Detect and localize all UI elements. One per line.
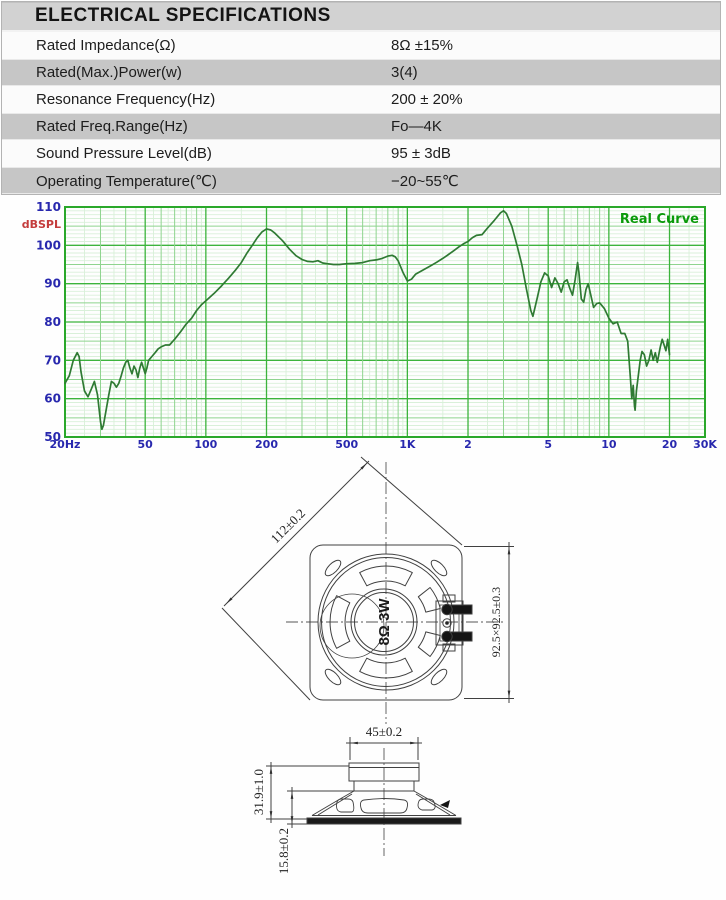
square-dim-label: 92.5×92.5±0.3 — [489, 587, 503, 657]
dimension-arrow-icon — [290, 816, 294, 824]
y-tick-label: 80 — [44, 315, 61, 329]
x-tick-label: 500 — [335, 438, 358, 451]
frame-outline — [309, 544, 463, 701]
spec-value: 95 ± 3dB — [391, 145, 451, 162]
dimension-arrow-icon — [350, 741, 358, 745]
dimension-arrowheads — [226, 463, 511, 824]
cone-projection-circle — [319, 593, 385, 659]
x-tick-label: 200 — [255, 438, 278, 451]
detail-arrow-icon — [440, 800, 450, 808]
spec-value: 3(4) — [391, 64, 418, 81]
spec-row: Rated Impedance(Ω) 8Ω ±15% — [2, 32, 720, 59]
spec-label: Rated Freq.Range(Hz) — [36, 118, 188, 135]
dimension-arrow-icon — [360, 463, 367, 470]
x-tick-label: 5 — [544, 438, 552, 451]
y-tick-label: 60 — [44, 392, 61, 406]
spec-label: Resonance Frequency(Hz) — [36, 91, 216, 108]
basket-vent-windows — [336, 798, 436, 814]
speaker-spec-marking: 8Ω 3W — [376, 598, 393, 646]
diagonal-dim-label: 112±0.2 — [268, 506, 309, 547]
spec-value: −20~55℃ — [391, 172, 459, 190]
spec-label: Sound Pressure Level(dB) — [36, 145, 212, 162]
terminal-block — [435, 594, 473, 652]
y-tick-label: 50 — [44, 430, 61, 444]
dimension-arrow-icon — [507, 690, 511, 699]
x-tick-label: 20Hz — [50, 438, 81, 451]
speaker-front-view-drawing: 112±0.2 92.5×92.5±0.3 8Ω 3W — [221, 456, 514, 703]
spec-table: ELECTRICAL SPECIFICATIONS Rated Impedanc… — [1, 1, 721, 195]
spec-value: Fo—4K — [391, 118, 442, 135]
dimension-arrow-icon — [507, 546, 511, 555]
magnet-width-dimension: 45±0.2 — [346, 724, 422, 760]
y-axis-unit-label: dBSPL — [22, 218, 61, 231]
speaker-side-view-drawing: 45±0.2 31.9±1.0 15.8±0.2 — [226, 463, 511, 874]
spec-row: Operating Temperature(℃) −20~55℃ — [2, 167, 720, 194]
spec-row: Rated(Max.)Power(w) 3(4) — [2, 59, 720, 86]
y-tick-label: 110 — [36, 200, 61, 214]
chart-plot-border — [64, 206, 706, 438]
x-tick-label: 100 — [194, 438, 217, 451]
chart-grid — [65, 207, 705, 437]
spec-table-rows: Rated Impedance(Ω) 8Ω ±15% Rated(Max.)Powe… — [2, 32, 720, 194]
gasket-bar — [306, 817, 462, 825]
y-tick-label: 70 — [44, 353, 61, 367]
page-title: ELECTRICAL SPECIFICATIONS — [35, 5, 331, 26]
speaker-drawings: 112±0.2 92.5×92.5±0.3 8Ω 3W — [221, 456, 514, 874]
dimension-arrow-icon — [269, 811, 273, 819]
terminal-lug-positive — [449, 604, 473, 615]
y-tick-label: 90 — [44, 277, 61, 291]
spec-row: Sound Pressure Level(dB) 95 ± 3dB — [2, 140, 720, 167]
top-plate-outline — [353, 780, 415, 792]
basket-windows — [329, 565, 441, 679]
terminal-screw-icon — [442, 618, 452, 628]
spec-label: Rated(Max.)Power(w) — [36, 64, 182, 81]
total-height-dimension: 31.9±1.0 — [251, 762, 349, 823]
x-tick-label: 1K — [399, 438, 416, 451]
terminal-lug-negative — [449, 631, 473, 642]
dimension-arrow-icon — [410, 741, 418, 745]
dimension-arrow-icon — [290, 791, 294, 799]
x-tick-label: 20 — [662, 438, 678, 451]
spec-label: Operating Temperature(℃) — [36, 172, 217, 190]
square-dimension: 92.5×92.5±0.3 — [464, 542, 514, 703]
x-tick-label: 2 — [464, 438, 472, 451]
front-depth-dim-label: 15.8±0.2 — [276, 828, 291, 874]
x-tick-label: 50 — [138, 438, 154, 451]
spec-row: Rated Freq.Range(Hz) Fo—4K — [2, 113, 720, 140]
mounting-slots — [324, 559, 448, 686]
total-height-dim-label: 31.9±1.0 — [251, 769, 266, 815]
center-lines — [286, 462, 504, 856]
y-tick-label: 100 — [36, 238, 61, 252]
cone-rings — [317, 553, 455, 691]
diagonal-dimension: 112±0.2 — [221, 456, 463, 701]
dimension-arrow-icon — [269, 766, 273, 774]
dimension-arrow-icon — [226, 597, 233, 604]
spec-label: Rated Impedance(Ω) — [36, 37, 176, 54]
x-tick-label: 30K — [693, 438, 717, 451]
real-curve-line — [64, 209, 671, 431]
x-tick-label: 10 — [601, 438, 617, 451]
chart-legend-label: Real Curve — [620, 212, 699, 227]
spec-table-header: ELECTRICAL SPECIFICATIONS — [2, 2, 720, 32]
spec-value: 8Ω ±15% — [391, 37, 453, 54]
spec-value: 200 ± 20% — [391, 91, 463, 108]
magnet-width-dim-label: 45±0.2 — [366, 724, 402, 739]
spec-row: Resonance Frequency(Hz) 200 ± 20% — [2, 86, 720, 113]
